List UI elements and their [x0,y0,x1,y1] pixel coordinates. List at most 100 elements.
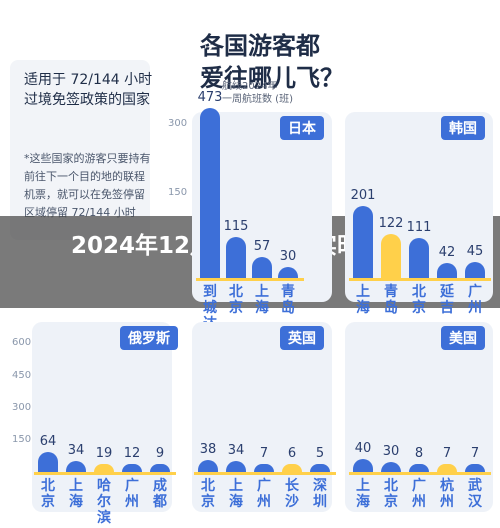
bar-value-label: 111 [406,220,432,236]
city-label: 广州 [253,478,275,510]
city-char: 州 [257,494,271,510]
bar-value-label: 8 [414,446,424,461]
city-char: 到 [203,284,217,300]
city-char: 广 [412,478,426,494]
baseline [349,472,491,475]
city-label: 广州 [464,284,486,316]
bar-value-label: 34 [227,443,245,459]
flight-note-line1: 航线2024年 [222,81,278,92]
city-char: 北 [229,284,243,300]
baseline [349,278,491,281]
city-label: 青岛 [277,284,299,316]
bar-value-label: 122 [378,216,404,232]
axis-label-bottom-1: 450 [12,370,32,381]
bar-value-label: 12 [123,446,141,461]
city-char: 岛 [281,300,295,316]
city-char: 哈 [97,478,111,494]
city-char: 上 [356,284,370,300]
flight-note-line2: 一周航班数 (班) [222,94,293,105]
city-char: 圳 [313,494,327,510]
city-char: 深 [313,478,327,494]
rule-note: *这些国家的游客只要持有前往下一个目的地的联程机票，就可以在免签停留区域停留 7… [24,152,151,219]
city-label: 哈尔滨 [93,478,115,526]
city-label: 上海 [65,478,87,510]
bar [381,462,401,472]
flight-note: 航线2024年 一周航班数 (班) [222,80,293,106]
bar-value-label: 5 [315,446,325,461]
bar [254,464,274,472]
city-char: 滨 [97,510,111,526]
city-char: 广 [125,478,139,494]
headline-line2: 爱往哪儿飞？ [200,64,344,92]
bar-value-label: 201 [350,187,376,203]
bar-value-label: 473 [197,89,223,105]
city-char: 岛 [384,300,398,316]
axis-label-bottom-2: 300 [12,402,32,413]
city-char: 北 [41,478,55,494]
bar [226,236,246,278]
bar [150,464,170,472]
panel-4 [345,322,493,512]
city-label: 深圳 [309,478,331,510]
city-char: 京 [229,300,243,316]
city-char: 京 [41,494,55,510]
city-label: 武汉 [464,478,486,510]
rule-title: 适用于 72/144 小时过境免签政策的国家 [24,72,153,108]
panel-country-tag: 日本 [280,116,324,140]
city-label: 延吉 [436,284,458,316]
bar [465,261,485,278]
bar [66,461,86,472]
city-char: 上 [356,478,370,494]
bar-value-label: 45 [466,243,484,259]
city-char: 海 [229,494,243,510]
headline-line1: 各国游客都 [200,32,320,60]
axis-label-bottom-0: 600 [12,337,32,348]
city-char: 青 [384,284,398,300]
city-label: 成都 [149,478,171,510]
bar-value-label: 64 [39,433,57,449]
panel-country-tag: 美国 [441,326,485,350]
axis-label-top-1: 150 [168,187,188,198]
bar [310,464,330,472]
city-label: 杭州 [436,478,458,510]
bar-value-label: 34 [67,443,85,459]
bar-value-label: 40 [354,441,372,457]
bar [381,234,401,278]
city-char: 广 [257,478,271,494]
city-label: 长沙 [281,478,303,510]
city-char: 上 [229,478,243,494]
city-char: 海 [69,494,83,510]
bar [252,257,272,278]
city-label: 上海 [352,284,374,316]
axis-label-bottom-3: 150 [12,434,32,445]
bar-value-label: 7 [470,446,480,461]
city-label: 上海 [251,284,273,316]
bar [198,459,218,472]
city-char: 城 [203,300,217,316]
city-char: 北 [412,284,426,300]
city-char: 海 [255,300,269,316]
city-char: 沙 [285,494,299,510]
city-char: 吉 [440,300,454,316]
baseline [196,278,304,281]
panel-2 [32,322,172,512]
bar-value-label: 7 [442,446,452,461]
bar-value-label: 6 [287,446,297,461]
city-char: 青 [281,284,295,300]
panel-3 [192,322,332,512]
city-label: 北京 [225,284,247,316]
bar [353,459,373,472]
city-char: 京 [412,300,426,316]
city-char: 州 [468,300,482,316]
city-char: 杭 [440,478,454,494]
panel-country-tag: 英国 [280,326,324,350]
city-char: 成 [153,478,167,494]
city-char: 尔 [97,494,111,510]
city-char: 延 [440,284,454,300]
bar-value-label: 42 [438,244,456,260]
bar [122,464,142,472]
city-char: 上 [255,284,269,300]
city-label: 北京 [380,478,402,510]
city-char: 北 [201,478,215,494]
bar [409,238,429,278]
